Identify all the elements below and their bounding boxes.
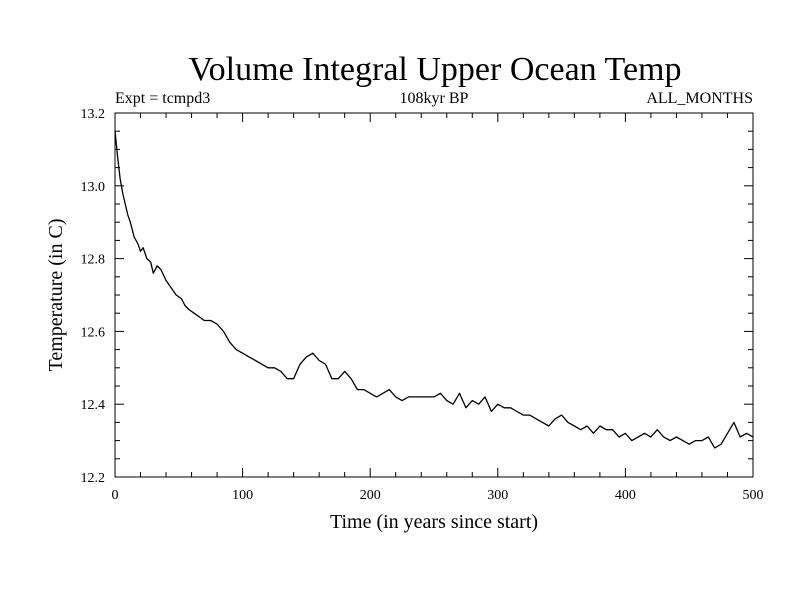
x-tick-label: 400 [615,488,636,503]
x-tick-label: 500 [743,488,764,503]
y-tick-label: 13.0 [81,180,106,195]
y-tick-label: 12.4 [81,398,106,413]
y-tick-label: 12.6 [81,325,106,340]
x-tick-label: 100 [232,488,253,503]
y-tick-label: 13.2 [81,107,106,122]
plot-frame [114,112,754,478]
y-tick-label: 12.8 [81,253,106,268]
subtitle-center: 108kyr BP [400,90,469,107]
y-axis-label: Temperature (in C) [45,219,67,372]
x-tick-labels: 0 100 200 300 400 500 [112,488,764,503]
y-tick-label: 12.2 [81,471,106,486]
temperature-series-line [114,131,754,449]
x-tick-label: 0 [112,488,119,503]
x-axis-label: Time (in years since start) [330,511,538,533]
chart-title: Volume Integral Upper Ocean Temp [189,51,682,88]
axis-ticks [114,112,754,478]
subtitle-left: Expt = tcmpd3 [115,90,210,107]
y-tick-labels: 12.2 12.4 12.6 12.8 13.0 13.2 [81,107,106,486]
subtitle-right: ALL_MONTHS [646,90,753,107]
x-tick-label: 300 [487,488,508,503]
x-tick-label: 200 [360,488,381,503]
